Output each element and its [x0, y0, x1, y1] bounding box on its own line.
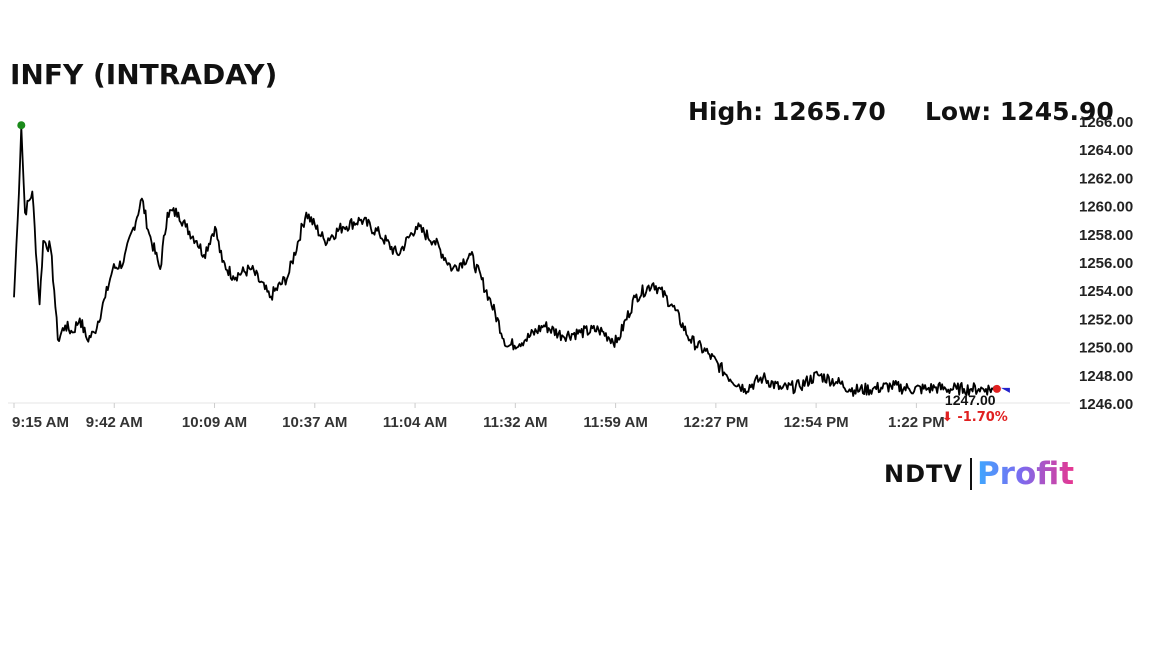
chart-title: INFY (INTRADAY)	[10, 58, 278, 91]
high-marker	[17, 121, 26, 130]
y-tick-label: 1266.00	[1079, 114, 1133, 131]
x-tick-label: 12:27 PM	[683, 414, 748, 431]
x-tick-label: 11:32 AM	[483, 414, 547, 431]
price-line	[13, 125, 998, 397]
x-tick-label: 11:04 AM	[383, 414, 447, 431]
y-tick-label: 1256.00	[1079, 255, 1133, 272]
x-tick-label: 12:54 PM	[784, 414, 849, 431]
y-tick-label: 1252.00	[1079, 311, 1133, 328]
x-tick-label: 11:59 AM	[583, 414, 647, 431]
logo-divider	[969, 458, 972, 490]
x-tick-label: 10:09 AM	[182, 414, 247, 431]
logo-profit-text: Profit	[976, 456, 1075, 492]
y-tick-label: 1250.00	[1079, 340, 1133, 357]
y-tick-label: 1262.00	[1079, 170, 1133, 187]
high-label: High: 1265.70	[688, 97, 886, 126]
y-tick-label: 1258.00	[1079, 227, 1133, 244]
y-tick-label: 1254.00	[1079, 283, 1133, 300]
change-label: ⬇ -1.70%	[942, 410, 1008, 425]
x-tick-label: 9:15 AM	[12, 414, 69, 431]
end-marker	[1000, 387, 1010, 393]
x-tick-label: 1:22 PM	[888, 414, 945, 431]
low-label: Low: 1245.90	[925, 97, 1114, 126]
ndtv-profit-logo: NDTV Profit	[884, 456, 1074, 492]
y-tick-label: 1260.00	[1079, 199, 1133, 216]
y-tick-label: 1248.00	[1079, 368, 1133, 385]
last-price-marker	[992, 384, 1001, 393]
x-tick-label: 10:37 AM	[282, 414, 347, 431]
last-price-label: 1247.00	[945, 392, 996, 408]
logo-ndtv-text: NDTV	[884, 460, 963, 488]
y-tick-label: 1264.00	[1079, 142, 1133, 159]
x-tick-label: 9:42 AM	[86, 414, 143, 431]
y-tick-label: 1246.00	[1079, 396, 1133, 413]
